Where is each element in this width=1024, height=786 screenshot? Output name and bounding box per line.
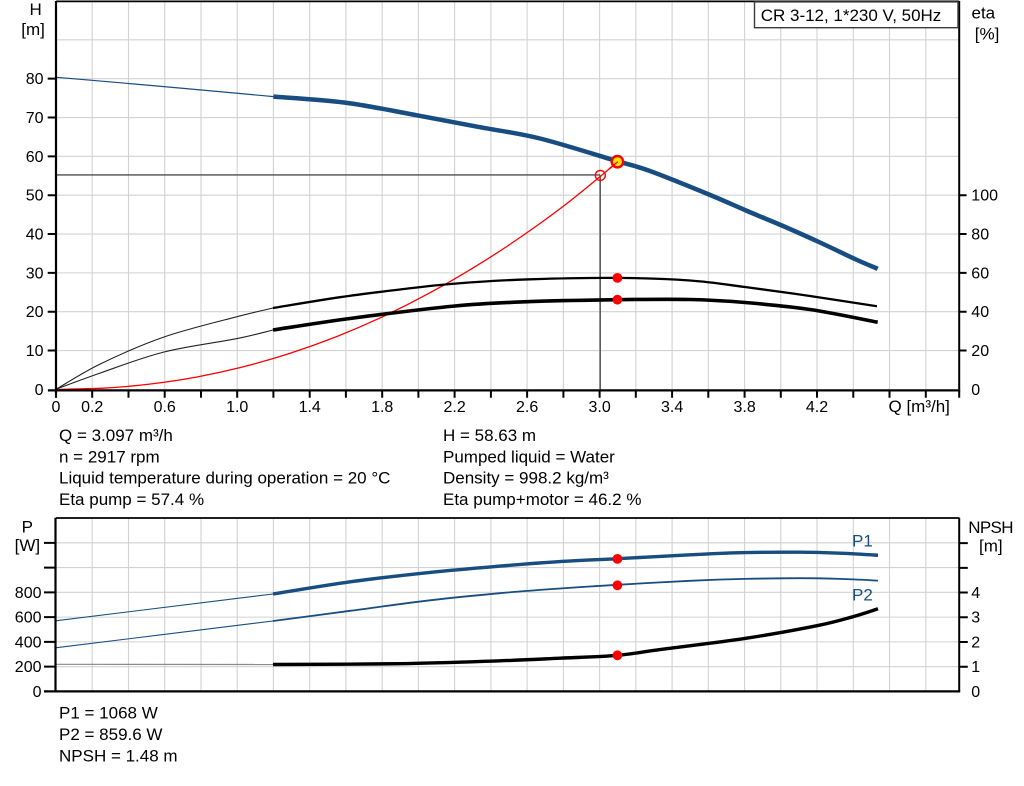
svg-text:n = 2917 rpm: n = 2917 rpm (59, 447, 160, 466)
svg-text:4.2: 4.2 (806, 399, 828, 416)
svg-text:eta: eta (972, 3, 996, 22)
svg-text:800: 800 (15, 585, 42, 602)
svg-text:100: 100 (971, 188, 998, 205)
svg-text:0.2: 0.2 (81, 399, 103, 416)
svg-text:Pumped liquid = Water: Pumped liquid = Water (443, 447, 615, 466)
svg-text:3.8: 3.8 (733, 399, 755, 416)
svg-text:70: 70 (26, 110, 44, 127)
svg-text:50: 50 (26, 188, 44, 205)
svg-text:400: 400 (15, 634, 42, 651)
svg-text:200: 200 (15, 659, 42, 676)
svg-text:[m]: [m] (21, 20, 45, 39)
svg-text:4: 4 (971, 585, 980, 602)
svg-text:P2 = 859.6 W: P2 = 859.6 W (59, 725, 162, 744)
svg-text:60: 60 (971, 265, 989, 282)
svg-text:0: 0 (52, 399, 61, 416)
svg-text:30: 30 (26, 265, 44, 282)
svg-text:2: 2 (971, 634, 980, 651)
svg-text:Q [m³/h]: Q [m³/h] (889, 397, 950, 416)
svg-text:0: 0 (971, 684, 980, 701)
svg-text:P: P (22, 518, 33, 537)
svg-text:H = 58.63 m: H = 58.63 m (443, 426, 536, 445)
svg-text:20: 20 (26, 304, 44, 321)
svg-text:NPSH: NPSH (968, 518, 1013, 537)
svg-text:3.4: 3.4 (661, 399, 683, 416)
svg-text:[m]: [m] (979, 536, 1003, 555)
svg-text:60: 60 (26, 149, 44, 166)
svg-text:1.4: 1.4 (299, 399, 321, 416)
svg-text:Eta pump = 57.4 %: Eta pump = 57.4 % (59, 490, 204, 509)
svg-text:600: 600 (15, 610, 42, 627)
svg-text:40: 40 (26, 226, 44, 243)
svg-text:P2: P2 (852, 586, 873, 605)
svg-text:2.2: 2.2 (443, 399, 465, 416)
svg-text:[%]: [%] (975, 25, 1000, 44)
svg-text:Liquid temperature during oper: Liquid temperature during operation = 20… (59, 469, 390, 488)
svg-text:1.0: 1.0 (226, 399, 248, 416)
svg-text:10: 10 (26, 343, 44, 360)
svg-text:1.8: 1.8 (371, 399, 393, 416)
svg-text:3.0: 3.0 (588, 399, 610, 416)
svg-text:H: H (30, 0, 42, 19)
svg-text:1: 1 (971, 659, 980, 676)
svg-text:Density = 998.2 kg/m³: Density = 998.2 kg/m³ (443, 469, 609, 488)
svg-text:P1: P1 (852, 532, 873, 551)
svg-text:NPSH = 1.48 m: NPSH = 1.48 m (59, 746, 178, 765)
svg-text:40: 40 (971, 304, 989, 321)
svg-text:P1 = 1068 W: P1 = 1068 W (59, 704, 158, 723)
svg-text:Eta pump+motor = 46.2 %: Eta pump+motor = 46.2 % (443, 490, 641, 509)
svg-text:0: 0 (33, 684, 42, 701)
svg-text:80: 80 (26, 71, 44, 88)
svg-text:2.6: 2.6 (516, 399, 538, 416)
svg-text:3: 3 (971, 610, 980, 627)
svg-text:[W]: [W] (15, 536, 40, 555)
svg-text:80: 80 (971, 226, 989, 243)
svg-text:20: 20 (971, 343, 989, 360)
svg-text:0: 0 (971, 382, 980, 399)
svg-text:CR 3-12, 1*230 V, 50Hz: CR 3-12, 1*230 V, 50Hz (761, 6, 942, 25)
svg-text:0.6: 0.6 (154, 399, 176, 416)
svg-text:Q = 3.097 m³/h: Q = 3.097 m³/h (59, 426, 173, 445)
svg-text:0: 0 (35, 382, 44, 399)
